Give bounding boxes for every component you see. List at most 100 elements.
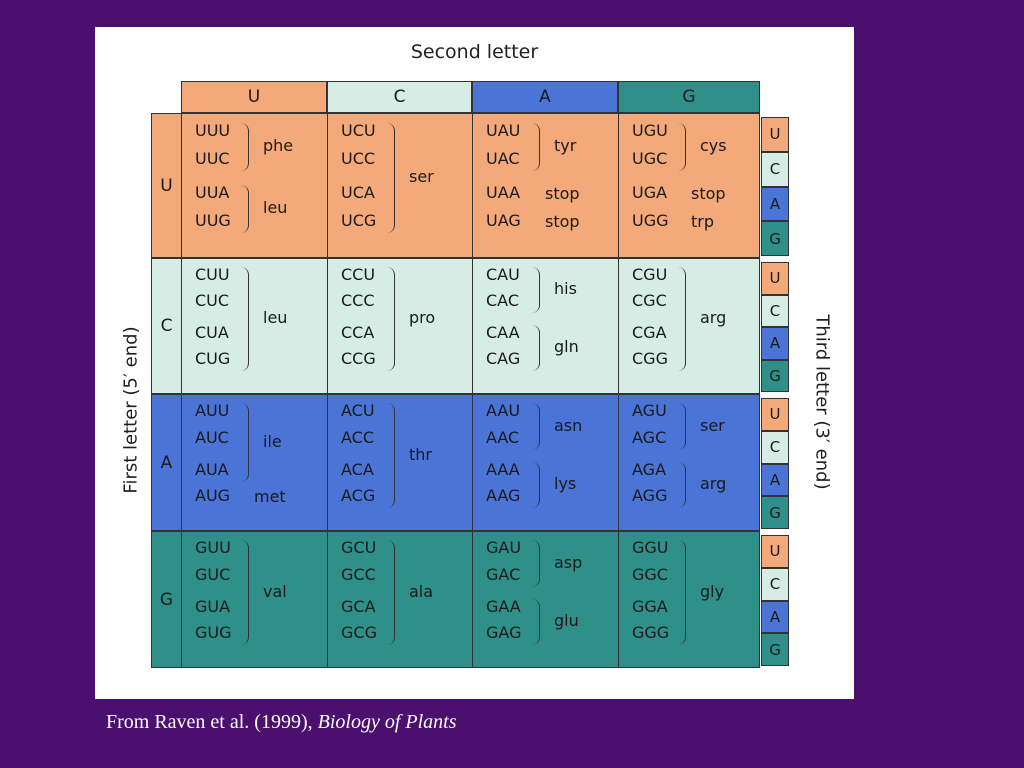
codon-ggg: GGG: [632, 623, 670, 642]
third-letter-g-c: C: [761, 567, 789, 601]
codon-ccg: CCG: [341, 349, 376, 368]
codon-gac: GAC: [486, 565, 521, 584]
codon-gaa: GAA: [486, 597, 521, 616]
codon-aua: AUA: [195, 460, 229, 479]
codon-bracket: [387, 267, 395, 371]
third-letter-c-a: A: [761, 327, 789, 360]
third-letter-axis-label: Third letter (3′ end): [811, 314, 833, 490]
codon-aga: AGA: [632, 460, 667, 479]
first-letter-label-g: G: [151, 531, 181, 668]
codon-auc: AUC: [195, 428, 229, 447]
caption-prefix: From Raven et al. (1999),: [106, 711, 318, 733]
codon-cug: CUG: [195, 349, 231, 368]
codon-cell-cg: [618, 258, 760, 394]
codon-cca: CCA: [341, 323, 375, 342]
codon-bracket: [241, 540, 249, 645]
amino-acid-cys: cys: [700, 136, 727, 155]
amino-acid-glu: glu: [554, 611, 579, 630]
codon-gau: GAU: [486, 538, 522, 557]
caption-book-title: Biology of Plants: [317, 711, 457, 733]
codon-agg: AGG: [632, 486, 668, 505]
amino-acid-his: his: [554, 279, 577, 298]
codon-cell-cu: [181, 258, 327, 394]
codon-bracket: [532, 267, 540, 313]
codon-uuu: UUU: [195, 121, 231, 140]
codon-uag: UAG: [486, 211, 521, 230]
third-letter-a-u: U: [761, 398, 789, 431]
codon-cgc: CGC: [632, 291, 667, 310]
codon-agu: AGU: [632, 401, 667, 420]
codon-bracket: [532, 462, 540, 508]
first-letter-axis-label: First letter (5′ end): [120, 326, 142, 494]
codon-ggc: GGC: [632, 565, 668, 584]
row-band-c: [151, 258, 760, 394]
amino-acid-asp: asp: [554, 553, 583, 572]
codon-gga: GGA: [632, 597, 668, 616]
codon-cell-uc: [327, 113, 472, 258]
second-letter-header-u: U: [181, 81, 327, 113]
codon-cell-aa: [472, 394, 618, 531]
codon-uga: UGA: [632, 183, 668, 202]
codon-bracket: [532, 403, 540, 450]
codon-caa: CAA: [486, 323, 520, 342]
third-letter-c-c: C: [761, 294, 789, 327]
codon-bracket: [678, 403, 686, 450]
source-caption: From Raven et al. (1999), Biology of Pla…: [106, 711, 457, 734]
amino-acid-ser: ser: [700, 416, 725, 435]
amino-acid-leu: leu: [263, 308, 288, 327]
codon-bracket: [532, 123, 540, 171]
amino-acid-trp: trp: [691, 212, 715, 231]
codon-ccc: CCC: [341, 291, 375, 310]
codon-bracket: [387, 123, 395, 233]
codon-cell-ua: [472, 113, 618, 258]
codon-bracket: [678, 462, 686, 508]
codon-guu: GUU: [195, 538, 231, 557]
codon-uaa: UAA: [486, 183, 521, 202]
codon-cell-ga: [472, 531, 618, 668]
codon-uua: UUA: [195, 183, 230, 202]
codon-cgu: CGU: [632, 265, 668, 284]
codon-cell-gg: [618, 531, 760, 668]
third-letter-u-a: A: [761, 186, 789, 222]
codon-cell-uu: [181, 113, 327, 258]
codon-cell-gu: [181, 531, 327, 668]
row-band-a: [151, 394, 760, 531]
codon-gug: GUG: [195, 623, 232, 642]
codon-ucc: UCC: [341, 149, 376, 168]
codon-uug: UUG: [195, 211, 231, 230]
codon-cau: CAU: [486, 265, 520, 284]
codon-gua: GUA: [195, 597, 231, 616]
third-letter-u-c: C: [761, 151, 789, 187]
codon-aug: AUG: [195, 486, 231, 505]
codon-ugg: UGG: [632, 211, 669, 230]
codon-bracket: [387, 540, 395, 645]
codon-ucg: UCG: [341, 211, 377, 230]
third-letter-c-u: U: [761, 262, 789, 295]
codon-acu: ACU: [341, 401, 375, 420]
codon-gcu: GCU: [341, 538, 377, 557]
amino-acid-leu: leu: [263, 198, 288, 217]
codon-ucu: UCU: [341, 121, 376, 140]
third-letter-g-a: A: [761, 600, 789, 634]
codon-cell-ag: [618, 394, 760, 531]
amino-acid-asn: asn: [554, 416, 583, 435]
codon-cuc: CUC: [195, 291, 230, 310]
codon-ugc: UGC: [632, 149, 668, 168]
codon-cuu: CUU: [195, 265, 230, 284]
codon-bracket: [387, 403, 395, 508]
row-band-g: [151, 531, 760, 668]
codon-aca: ACA: [341, 460, 374, 479]
amino-acid-stop: stop: [545, 212, 580, 231]
codon-bracket: [241, 123, 249, 171]
codon-gcc: GCC: [341, 565, 376, 584]
codon-gcg: GCG: [341, 623, 377, 642]
codon-ugu: UGU: [632, 121, 668, 140]
amino-acid-gly: gly: [700, 582, 725, 601]
codon-cell-cc: [327, 258, 472, 394]
first-letter-label-c: C: [151, 258, 181, 394]
third-letter-u-u: U: [761, 117, 789, 152]
codon-cell-au: [181, 394, 327, 531]
codon-aau: AAU: [486, 401, 521, 420]
amino-acid-lys: lys: [554, 474, 577, 493]
codon-cga: CGA: [632, 323, 667, 342]
